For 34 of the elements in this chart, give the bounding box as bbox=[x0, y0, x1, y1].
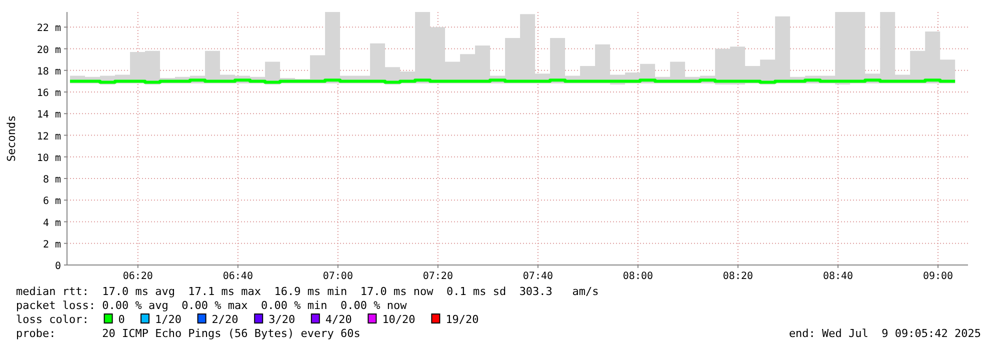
y-tick-label: 22 m bbox=[36, 23, 61, 34]
x-tick-label: 07:00 bbox=[322, 271, 353, 282]
x-tick-label: 06:20 bbox=[122, 271, 153, 282]
x-tick-label: 07:40 bbox=[522, 271, 554, 282]
legend-label: 2/20 bbox=[212, 313, 238, 326]
text: probe: 20 ICMP Echo Pings (56 Bytes) every 60s bbox=[16, 327, 360, 340]
x-tick-label: 08:40 bbox=[822, 271, 854, 282]
y-tick-label: 8 m bbox=[42, 174, 61, 186]
x-tick-label: 06:40 bbox=[222, 271, 253, 282]
text: packet loss: 0.00 % avg 0.00 % max 0.00 % min 0.00 % now bbox=[16, 299, 408, 312]
x-tick-label: 08:20 bbox=[722, 271, 754, 282]
x-tick-label: 08:00 bbox=[622, 271, 654, 282]
y-tick-label: 4 m bbox=[42, 218, 61, 229]
legend-label: 1/20 bbox=[155, 313, 182, 326]
y-tick-label: 18 m bbox=[36, 66, 61, 78]
y-tick-label: 2 m bbox=[42, 239, 61, 250]
y-tick-label: 14 m bbox=[36, 110, 61, 121]
legend-label: 3/20 bbox=[268, 313, 296, 326]
text: median rtt: 17.0 ms avg 17.1 ms max 16.9 ms min 17.0 ms now 0.1 ms sd 303.3 am/s bbox=[16, 285, 599, 298]
y-tick-label: 0 bbox=[54, 261, 61, 272]
y-axis-title: Seconds bbox=[5, 115, 18, 162]
legend-label: 0 bbox=[118, 313, 125, 326]
x-tick-label: 09:00 bbox=[922, 271, 954, 282]
y-tick-label: 10 m bbox=[36, 152, 61, 164]
legend-label: 19/20 bbox=[446, 313, 479, 326]
y-tick-label: 12 m bbox=[36, 131, 61, 142]
legend-label: 10/20 bbox=[382, 313, 416, 326]
text: end: Wed Jul 9 09:05:42 2025 bbox=[788, 327, 981, 340]
legend-label: 4/20 bbox=[325, 313, 352, 326]
y-tick-label: 16 m bbox=[36, 88, 61, 100]
y-tick-label: 20 m bbox=[36, 44, 61, 56]
y-tick-label: 6 m bbox=[42, 196, 61, 208]
x-tick-label: 07:20 bbox=[422, 271, 453, 282]
legend-title: loss color: bbox=[16, 313, 89, 326]
